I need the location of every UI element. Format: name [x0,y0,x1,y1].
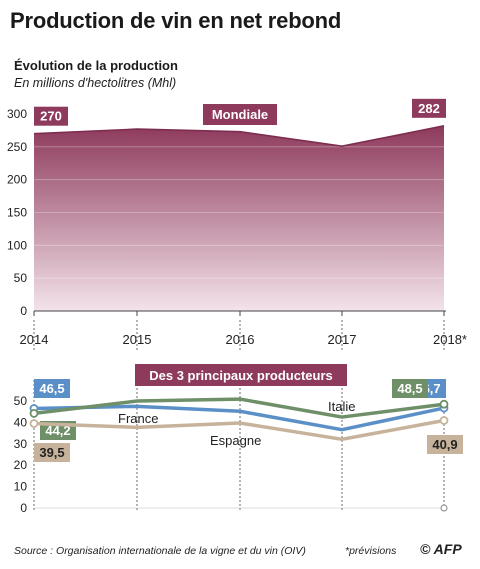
series-line-espagne [33,418,445,442]
unit-label: En millions d'hectolitres (Mhl) [14,76,177,90]
afp-logo: © AFP [420,541,462,557]
x-tick-label: 2016 [226,332,255,347]
axis-endpoint [440,504,448,512]
series-endpoint [29,409,39,418]
y-tick-label: 0 [20,304,27,318]
y-tick-label: 50 [14,394,28,408]
y-tick-label: 10 [14,480,28,494]
series-value-box [34,443,70,462]
x-tick-label: 2015 [123,332,152,347]
series-line-italie [33,397,445,419]
y-tick-label: 20 [14,458,28,472]
y-tick-label: 100 [7,238,27,252]
lines-title: Des 3 principaux producteurs [149,368,333,383]
series-name-label: Italie [328,399,355,414]
area-title-box [203,104,277,125]
y-tick-label: 0 [20,501,27,515]
series-endpoint [29,419,39,428]
y-tick-label: 30 [14,437,28,451]
lines-title-box [135,364,347,386]
series-value-box [34,379,70,398]
source-note: Source : Organisation internationale de … [14,545,306,557]
world-production-line [33,125,445,147]
series-endpoint [439,399,449,409]
y-tick-label: 250 [7,140,27,154]
series-endpoint [439,416,449,425]
chart-title: Production de vin en net rebond [10,8,342,33]
series-value-label: 44,2 [45,423,70,438]
y-tick-label: 50 [14,271,28,285]
series-name-label: Espagne [210,433,261,448]
series-value-label: 48,5 [397,381,422,396]
y-tick-label: 150 [7,206,27,220]
x-tick-label: 2018* [433,332,467,347]
data-label: 270 [40,109,62,124]
world-production-chart: 0 50 100 150 200 250 300 270 282 Mondiale 2014 2015… [7,98,467,352]
series-line-france [33,404,445,432]
series-value-box [392,379,428,398]
series-value-label: 39,5 [39,445,64,460]
y-tick-label: 200 [7,173,27,187]
data-label-box [34,106,68,126]
series-value-label: 46,5 [39,381,64,396]
area-title: Mondiale [212,107,268,122]
series-value-box [427,435,463,454]
y-tick-label: 300 [7,107,27,121]
series-value-label: 40,9 [432,437,457,452]
y-tick-label: 40 [14,415,28,429]
chart-subtitle: Évolution de la production [14,58,178,73]
x-tick-label: 2017 [328,332,357,347]
forecast-note: *prévisions [345,545,397,557]
top-producers-chart: 0 10 20 30 40 50 Des 3 principaux producteurs F… [14,364,463,515]
world-production-area [34,125,444,311]
x-tick-label: 2014 [20,332,49,347]
data-label: 282 [418,101,440,116]
data-label-box [412,98,446,118]
series-name-label: France [118,411,158,426]
